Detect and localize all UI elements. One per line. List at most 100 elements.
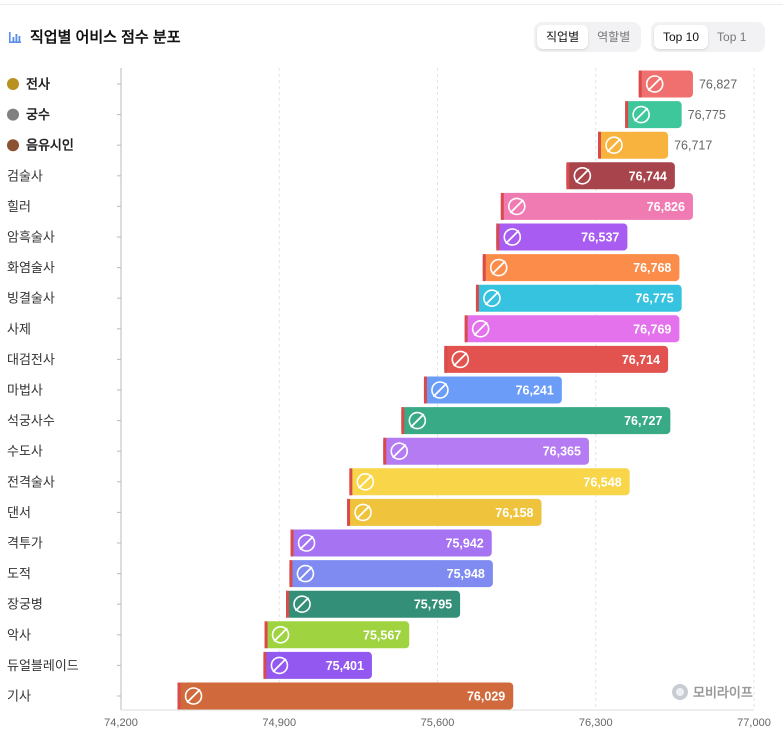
bar[interactable] xyxy=(290,529,492,557)
tab-by-role[interactable]: 역할별 xyxy=(597,30,631,44)
bar[interactable] xyxy=(566,162,675,190)
wand-icon xyxy=(431,381,449,399)
rank-segmented-control: Top 10 Top 1 xyxy=(651,22,765,52)
bar-accent xyxy=(638,70,642,98)
fan-icon xyxy=(354,503,372,522)
group-segmented-control: 직업별 역할별 xyxy=(534,22,641,52)
category-label: 대검전사 xyxy=(7,352,55,367)
category-label: 수도사 xyxy=(7,444,43,459)
value-label: 76,827 xyxy=(699,78,737,92)
bar-accent xyxy=(566,162,570,190)
gauntlet-icon xyxy=(297,534,316,552)
bar[interactable] xyxy=(401,407,671,435)
value-label: 76,744 xyxy=(629,169,667,183)
sword-icon xyxy=(573,167,592,185)
bar[interactable] xyxy=(464,315,680,343)
category-label: 힐러 xyxy=(7,199,31,214)
value-label: 76,826 xyxy=(647,200,685,214)
value-label: 76,775 xyxy=(635,292,673,306)
category-label: 음유시인 xyxy=(26,138,74,153)
value-label: 75,948 xyxy=(447,567,485,581)
bar[interactable] xyxy=(263,651,372,679)
bar-accent xyxy=(401,407,405,435)
bar-accent xyxy=(349,468,353,496)
bar-accent xyxy=(482,254,486,282)
bar[interactable] xyxy=(286,590,461,618)
category-label: 전사 xyxy=(26,77,50,92)
bar[interactable] xyxy=(349,468,630,496)
category-label: 격투가 xyxy=(7,536,43,551)
value-label: 75,567 xyxy=(363,628,401,642)
top-divider xyxy=(0,4,783,5)
bar[interactable] xyxy=(177,682,514,710)
bar[interactable] xyxy=(625,101,682,129)
bar[interactable] xyxy=(638,70,693,98)
longbow-icon xyxy=(293,595,311,614)
tab-top-10[interactable]: Top 10 xyxy=(654,25,709,49)
bar[interactable] xyxy=(500,192,693,220)
category-label: 마법사 xyxy=(7,383,43,398)
bar-accent xyxy=(625,101,629,129)
bar-accent xyxy=(423,376,427,404)
harp-icon xyxy=(605,136,623,154)
fist-icon xyxy=(390,442,409,461)
bar[interactable] xyxy=(264,621,410,649)
dagger-icon xyxy=(296,564,315,583)
bar-accent xyxy=(286,590,290,618)
category-label: 듀얼블레이드 xyxy=(7,658,79,673)
bar[interactable] xyxy=(347,498,542,526)
category-label: 검술사 xyxy=(7,168,43,183)
bar[interactable] xyxy=(475,284,682,312)
bar[interactable] xyxy=(598,131,669,159)
category-label: 궁수 xyxy=(26,107,50,122)
staff-icon xyxy=(507,197,526,216)
greatsword-icon xyxy=(451,350,470,369)
value-label: 76,365 xyxy=(543,445,581,459)
bar-accent xyxy=(464,315,468,343)
category-label: 장궁병 xyxy=(7,597,43,612)
bar-accent xyxy=(444,345,448,373)
shield-icon xyxy=(645,75,664,93)
bar-accent xyxy=(177,682,181,710)
bar-chart-icon xyxy=(9,31,21,43)
bar-accent xyxy=(383,437,387,465)
bar-accent xyxy=(263,651,267,679)
bar[interactable] xyxy=(496,223,628,251)
x-tick-label: 77,000 xyxy=(737,717,771,729)
value-label: 76,548 xyxy=(583,475,621,489)
bar[interactable] xyxy=(423,376,562,404)
title-group: 직업별 어비스 점수 분포 xyxy=(8,26,181,47)
x-tick-label: 74,900 xyxy=(262,717,296,729)
value-label: 76,769 xyxy=(633,322,671,336)
bar-accent xyxy=(347,498,351,526)
dark-orb-icon xyxy=(503,228,522,246)
snowflake-icon xyxy=(483,289,501,308)
value-label: 76,717 xyxy=(674,139,712,153)
bar[interactable] xyxy=(289,560,493,588)
value-label: 76,775 xyxy=(688,108,726,122)
x-tick-label: 74,200 xyxy=(104,717,138,729)
tab-top-1[interactable]: Top 1 xyxy=(717,30,747,44)
value-label: 76,727 xyxy=(624,414,662,428)
value-label: 75,942 xyxy=(446,537,484,551)
lightning-icon xyxy=(356,472,375,491)
bar-accent xyxy=(289,560,293,588)
value-label: 76,158 xyxy=(495,506,533,520)
bar-accent xyxy=(264,621,268,649)
tab-by-class[interactable]: 직업별 xyxy=(537,25,589,49)
mobilife-logo-icon xyxy=(672,683,688,700)
x-tick-label: 76,300 xyxy=(579,717,613,729)
category-label: 기사 xyxy=(7,689,31,704)
value-label: 76,537 xyxy=(581,231,619,245)
bar[interactable] xyxy=(482,254,680,282)
watermark-text: 모비라이프 xyxy=(693,685,753,700)
bow-icon xyxy=(632,105,650,124)
crossbow-icon xyxy=(408,411,427,430)
x-tick-label: 75,600 xyxy=(421,717,455,729)
bar[interactable] xyxy=(444,345,669,373)
bar[interactable] xyxy=(383,437,589,465)
category-label: 화염술사 xyxy=(7,260,55,275)
category-label: 암흑술사 xyxy=(7,230,55,245)
chart-header: 직업별 어비스 점수 분포 직업별 역할별 Top 10 Top 1 xyxy=(0,22,783,52)
